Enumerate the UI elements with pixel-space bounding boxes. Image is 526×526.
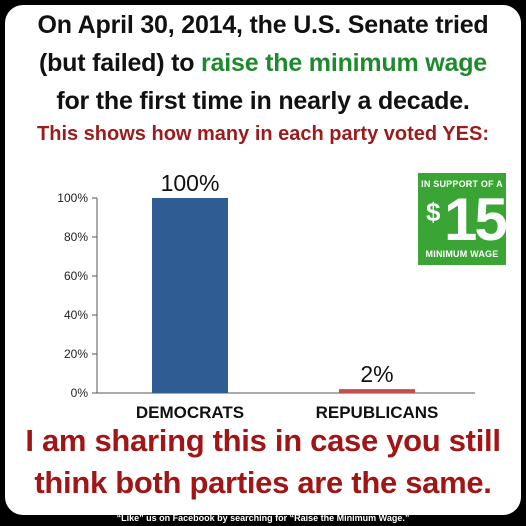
data-label-republicans: 2% [360, 361, 393, 387]
closing-line-1: I am sharing this in case you still [25, 423, 501, 458]
badge-amount-number: 15 [444, 186, 508, 253]
headline-line-1: On April 30, 2014, the U.S. Senate tried [37, 11, 489, 39]
badge-top-text: IN SUPPORT OF A [421, 179, 503, 189]
y-tick-label: 0% [71, 386, 89, 400]
y-tick-label: 60% [64, 269, 88, 283]
badge-amount: $ 15 [418, 186, 508, 253]
fifteen-dollar-badge: IN SUPPORT OF A $ 15 MINIMUM WAGE [418, 173, 508, 265]
category-label-republicans: REPUBLICANS [316, 403, 439, 422]
vote-bar-chart: 0% 20% 40% 60% 80% 100% 100% DEMOCRATS 2% REPUBLI… [57, 170, 475, 422]
bar-republicans [339, 389, 415, 393]
headline-highlight: raise the minimum wage [201, 49, 487, 77]
poster-card: On April 30, 2014, the U.S. Senate tried… [5, 5, 521, 515]
headline-line-3: for the first time in nearly a decade. [56, 87, 470, 115]
headline-line-2: (but failed) to raise the minimum wage [5, 49, 521, 78]
badge-dollar-sign: $ [426, 197, 441, 227]
facebook-footer: “Like” us on Facebook by searching for “… [116, 513, 410, 523]
badge-bottom-text: MINIMUM WAGE [425, 249, 499, 259]
y-tick-label: 80% [64, 230, 88, 244]
y-tick-label: 100% [57, 191, 88, 205]
subheadline: This shows how many in each party voted … [37, 123, 489, 145]
closing-line-2: think both parties are the same. [34, 465, 492, 500]
bar-democrats [152, 198, 228, 393]
data-label-democrats: 100% [161, 170, 220, 196]
headline-line-2-prefix: (but failed) to [38, 49, 202, 77]
y-tick-label: 40% [64, 308, 88, 322]
category-label-democrats: DEMOCRATS [136, 403, 244, 422]
y-tick-label: 20% [64, 347, 88, 361]
